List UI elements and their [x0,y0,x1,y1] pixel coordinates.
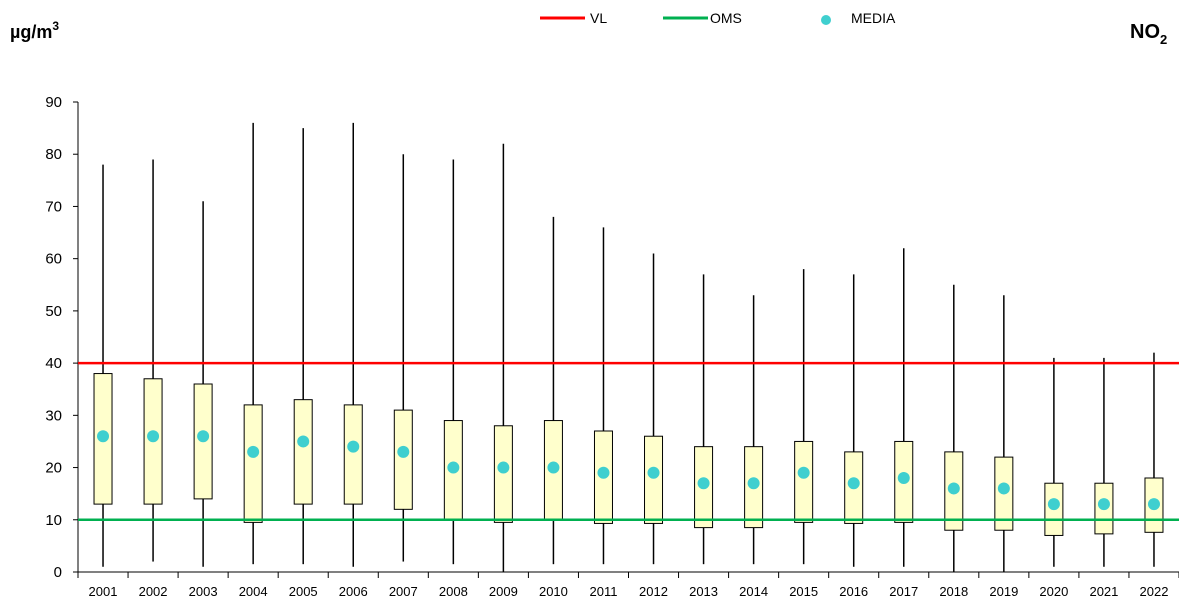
x-tick-label: 2013 [689,584,718,599]
mean-marker-2019 [997,482,1010,495]
legend: VL OMS MEDIA [540,10,896,26]
y-tick-label: 70 [45,198,62,215]
mean-marker-2022 [1147,498,1160,511]
mean-marker-2015 [797,466,810,479]
legend-oms-label: OMS [710,10,742,26]
y-tick-label: 30 [45,407,62,424]
x-tick-label: 2021 [1089,584,1118,599]
mean-marker-2008 [447,461,460,474]
x-axis: 2001 2002 2003 2004 2005 2006 2007 2008 2009 2010… [77,571,1179,599]
mean-marker-2006 [347,440,360,453]
x-tick-label: 2014 [739,584,768,599]
y-tick-label: 50 [45,303,62,320]
x-tick-label: 2009 [489,584,518,599]
mean-marker-2007 [397,445,410,458]
legend-media-label: MEDIA [851,10,896,26]
x-tick-label: 2016 [839,584,868,599]
mean-marker-2014 [747,477,760,490]
x-tick-label: 2015 [789,584,818,599]
mean-marker-2011 [597,466,610,479]
mean-marker-2021 [1097,498,1110,511]
y-axis: 0 10 20 30 40 50 60 70 80 90 [45,94,79,581]
unit-label: µg/m3 [10,19,59,42]
x-tick-label: 2019 [989,584,1018,599]
y-tick-label: 60 [45,251,62,268]
mean-marker-2005 [297,435,310,448]
pollutant-label: NO2 [1130,21,1167,47]
y-tick-label: 0 [54,564,62,581]
box-2007 [393,409,413,510]
mean-marker-2018 [947,482,960,495]
mean-marker-2017 [897,472,910,484]
x-tick-label: 2004 [239,584,268,599]
mean-marker-2003 [197,430,210,443]
mean-markers [97,430,1160,511]
x-tick-label: 2007 [389,584,418,599]
mean-marker-2010 [547,461,560,474]
mean-marker-2013 [697,477,710,490]
mean-marker-2012 [647,466,660,479]
y-tick-label: 40 [45,355,62,372]
box-2009 [493,425,513,523]
y-tick-label: 90 [45,94,62,111]
mean-marker-2009 [497,461,510,474]
mean-marker-2004 [247,445,260,458]
x-tick-label: 2005 [289,584,318,599]
x-tick-label: 2011 [589,584,617,599]
box-2012 [644,435,664,524]
x-tick-label: 2008 [439,584,468,599]
mean-marker-2020 [1047,498,1060,511]
x-tick-label: 2020 [1039,584,1068,599]
mean-marker-2001 [97,430,110,443]
box-2004 [243,404,263,523]
mean-marker-2002 [147,430,160,443]
x-tick-label: 2012 [639,584,668,599]
x-tick-label: 2017 [889,584,918,599]
x-tick-label: 2001 [89,584,118,599]
x-tick-label: 2022 [1140,584,1169,599]
x-tick-label: 2018 [939,584,968,599]
box-2005 [293,399,313,505]
legend-media-marker [821,15,831,25]
legend-vl-label: VL [590,10,607,26]
y-tick-label: 80 [45,146,62,163]
y-tick-label: 20 [45,460,62,477]
boxes [93,122,1164,572]
box-2006 [343,404,363,505]
x-tick-label: 2003 [189,584,218,599]
x-tick-label: 2006 [339,584,368,599]
x-tick-label: 2010 [539,584,568,599]
y-tick-label: 10 [45,512,62,529]
mean-marker-2016 [847,477,860,490]
x-tick-label: 2002 [139,584,168,599]
box-2015 [794,440,814,523]
reference-lines [78,361,1179,522]
